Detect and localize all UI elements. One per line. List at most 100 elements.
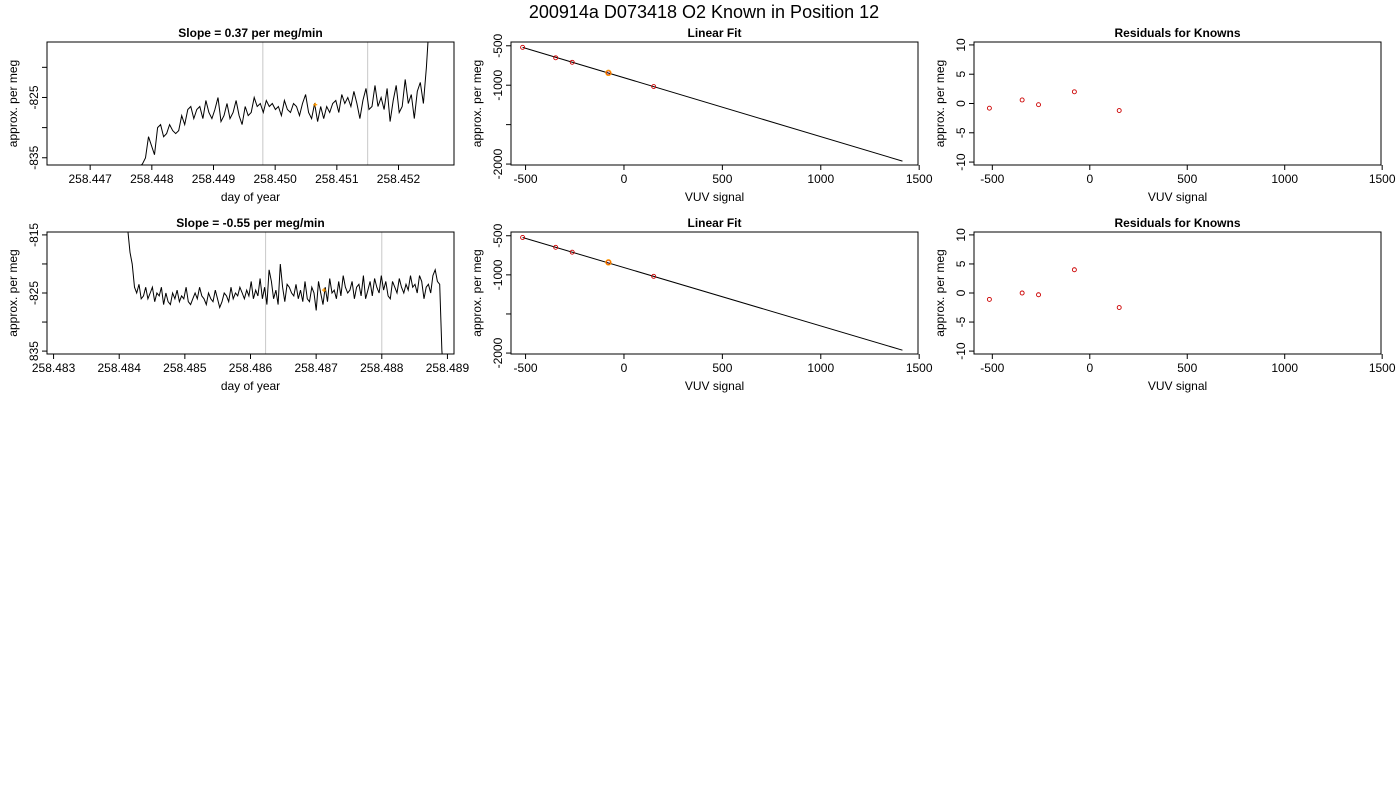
data-point bbox=[1116, 305, 1122, 310]
y-tick-label: -10 bbox=[954, 342, 968, 360]
x-tick-label: 500 bbox=[1177, 172, 1197, 186]
data-point bbox=[1071, 89, 1077, 95]
y-tick-label: -2000 bbox=[491, 337, 505, 368]
x-tick-label: 1000 bbox=[1271, 361, 1298, 375]
x-tick-label: 258.483 bbox=[32, 361, 76, 375]
series-trace bbox=[140, 42, 429, 165]
y-tick-label: -5 bbox=[954, 316, 968, 327]
x-tick-label: 258.484 bbox=[98, 361, 142, 375]
data-point bbox=[1019, 97, 1025, 103]
plot-area bbox=[520, 235, 903, 351]
y-tick-label: -2000 bbox=[491, 148, 505, 179]
panel-title: Linear Fit bbox=[687, 26, 741, 40]
y-tick-label: 5 bbox=[954, 260, 968, 267]
y-tick-label: -10 bbox=[954, 153, 968, 171]
data-point bbox=[986, 296, 992, 302]
fit-line bbox=[522, 46, 903, 162]
data-point bbox=[1071, 267, 1077, 273]
panel-ts-top: Slope = 0.37 per meg/min 258.447 258.448 25… bbox=[6, 26, 455, 204]
y-tick-label: -1000 bbox=[491, 259, 505, 290]
data-point bbox=[1036, 102, 1041, 108]
data-point bbox=[1019, 290, 1025, 296]
data-point bbox=[569, 59, 575, 65]
y-tick-label: -825 bbox=[27, 281, 41, 305]
x-tick-label: 1500 bbox=[1369, 172, 1396, 186]
x-tick-label: 0 bbox=[1086, 172, 1093, 186]
x-tick-label: 1500 bbox=[906, 172, 933, 186]
x-tick-label: -500 bbox=[980, 361, 1004, 375]
data-point bbox=[1036, 292, 1041, 298]
x-axis-label: VUV signal bbox=[1148, 379, 1207, 393]
panel-fit-bottom: Linear Fit -500 0 500 1000 1500 -2000 -1000 -500… bbox=[470, 216, 933, 393]
data-point bbox=[651, 84, 657, 89]
data-point bbox=[1116, 108, 1122, 113]
y-axis-label: approx. per meg bbox=[470, 249, 484, 336]
data-point bbox=[986, 105, 992, 111]
plot-area bbox=[986, 89, 1122, 113]
y-tick-label: -500 bbox=[491, 223, 505, 247]
y-tick-label: -815 bbox=[27, 223, 41, 247]
x-tick-label: 0 bbox=[1086, 361, 1093, 375]
y-tick-label: -825 bbox=[27, 85, 41, 109]
data-point bbox=[520, 44, 526, 50]
x-tick-label: 258.447 bbox=[68, 172, 112, 186]
y-tick-label: -835 bbox=[27, 145, 41, 169]
x-tick-label: 1000 bbox=[1271, 172, 1298, 186]
x-tick-label: 1000 bbox=[807, 172, 834, 186]
x-tick-label: 500 bbox=[712, 172, 732, 186]
plot-area bbox=[127, 232, 443, 354]
page-title: 200914a D073418 O2 Known in Position 12 bbox=[529, 2, 879, 22]
x-axis-label: VUV signal bbox=[685, 379, 744, 393]
x-tick-label: 258.450 bbox=[253, 172, 297, 186]
x-tick-label: 258.451 bbox=[315, 172, 359, 186]
y-axis-label: approx. per meg bbox=[470, 60, 484, 147]
panel-ts-bottom: Slope = -0.55 per meg/min 258.483 258.484 2… bbox=[6, 216, 469, 393]
plot-frame bbox=[510, 231, 919, 355]
y-tick-label: 10 bbox=[954, 228, 968, 242]
x-tick-label: 1000 bbox=[807, 361, 834, 375]
x-tick-label: 1500 bbox=[906, 361, 933, 375]
y-axis-label: approx. per meg bbox=[933, 60, 947, 147]
y-tick-label: 0 bbox=[954, 100, 968, 107]
x-tick-label: 0 bbox=[621, 361, 628, 375]
panel-title: Slope = -0.55 per meg/min bbox=[176, 216, 324, 230]
x-axis-label: day of year bbox=[221, 379, 280, 393]
x-tick-label: 500 bbox=[712, 361, 732, 375]
highlight-point bbox=[605, 259, 612, 266]
y-tick-label: 5 bbox=[954, 71, 968, 78]
fit-line bbox=[522, 236, 903, 351]
plot-area bbox=[986, 267, 1122, 310]
x-axis-label: VUV signal bbox=[1148, 190, 1207, 204]
plot-frame bbox=[973, 231, 1382, 355]
y-tick-label: 835 bbox=[27, 341, 41, 361]
y-tick-label: -500 bbox=[491, 33, 505, 57]
chart-panels: Slope = 0.37 per meg/min 258.447 258.448 25… bbox=[6, 26, 1396, 393]
x-tick-label: 1500 bbox=[1369, 361, 1396, 375]
plot-frame bbox=[973, 41, 1382, 166]
x-tick-label: 0 bbox=[621, 172, 628, 186]
x-tick-label: 258.486 bbox=[229, 361, 273, 375]
x-tick-label: 258.488 bbox=[360, 361, 404, 375]
series-trace bbox=[127, 232, 443, 354]
highlight-point bbox=[605, 69, 612, 77]
panel-fit-top: Linear Fit -500 0 500 1000 1500 -2000 -1000 -500… bbox=[470, 26, 933, 204]
y-axis-label: approx. per meg bbox=[933, 249, 947, 336]
y-tick-label: -5 bbox=[954, 127, 968, 138]
x-tick-label: 258.485 bbox=[163, 361, 207, 375]
x-tick-label: 500 bbox=[1177, 361, 1197, 375]
panel-title: Slope = 0.37 per meg/min bbox=[178, 26, 322, 40]
plot-frame bbox=[46, 231, 455, 355]
panel-res-top: Residuals for Knowns -500 0 500 1000 1500 -10 -… bbox=[933, 26, 1396, 204]
panel-title: Residuals for Knowns bbox=[1114, 216, 1240, 230]
x-axis-label: day of year bbox=[221, 190, 280, 204]
x-tick-label: -500 bbox=[514, 361, 538, 375]
y-tick-label: 10 bbox=[954, 38, 968, 52]
plot-frame bbox=[46, 41, 455, 166]
data-point bbox=[553, 55, 559, 61]
x-tick-label: 258.487 bbox=[294, 361, 338, 375]
x-tick-label: -500 bbox=[514, 172, 538, 186]
panel-res-bottom: Residuals for Knowns -500 0 500 1000 1500 -10 -… bbox=[933, 216, 1396, 393]
x-tick-label: 258.489 bbox=[426, 361, 470, 375]
y-axis-label: approx. per meg bbox=[6, 60, 20, 147]
